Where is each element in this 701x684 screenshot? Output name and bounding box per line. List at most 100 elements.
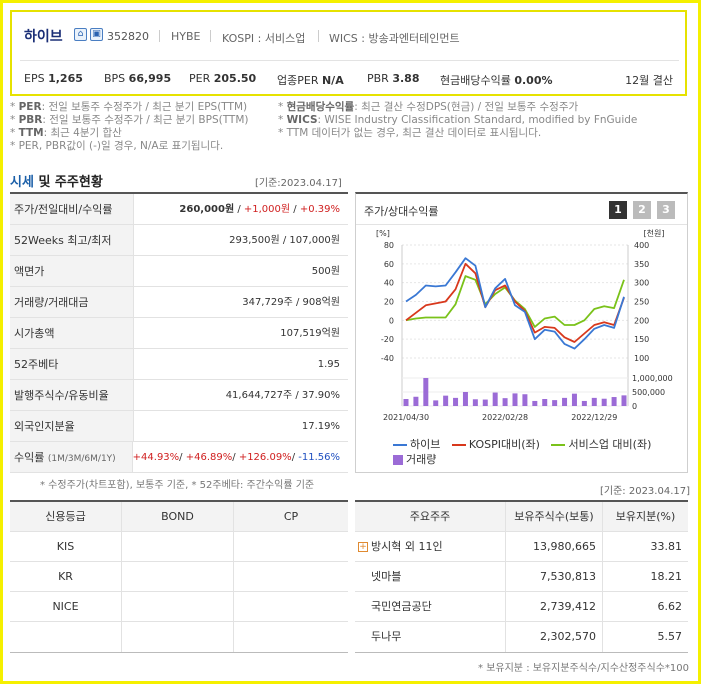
table-row (10, 622, 348, 652)
agency-cell (10, 622, 122, 652)
table-row: 주가/전일대비/수익률 260,000원 / +1,000원 / +0.39% (10, 194, 348, 225)
stock-code: 352820 (107, 30, 149, 43)
divider (318, 30, 319, 42)
print-icon[interactable]: ▣ (90, 28, 103, 41)
volume-bar (611, 397, 617, 406)
volume-bar (472, 399, 478, 406)
metric-dividend-yield: 현금배당수익률 0.00% (440, 74, 553, 87)
cp-cell (234, 622, 348, 652)
row-label: 발행주식수/유동비율 (10, 380, 134, 410)
legend-item[interactable]: 서비스업 대비(좌) (551, 436, 651, 452)
row-label: 거래량/거래대금 (10, 287, 134, 317)
column-header: 신용등급 (10, 502, 122, 531)
metric-pbr: PBR 3.88 (367, 72, 420, 85)
shares-cell: 2,302,570 (506, 622, 603, 652)
volume-bar (581, 400, 587, 406)
agency-cell: NICE (10, 592, 122, 621)
table-header: 주요주주 보유주식수(보통) 보유지분(%) (355, 502, 688, 532)
header-divider (20, 60, 679, 61)
volume-bar (462, 392, 468, 406)
row-label: 시가총액 (10, 318, 134, 348)
pct-cell: 18.21 (650, 570, 683, 583)
metric-industry-per: 업종PER N/A (277, 74, 344, 87)
holder-cell: + 방시혁 외 11인 (355, 532, 506, 561)
x-tick-label: 2021/04/30 (383, 413, 429, 422)
row-value: +44.93%/ +46.89%/ +126.09%/ -11.56% (132, 452, 340, 463)
chart-legend: 거래량 (393, 451, 444, 467)
metric-eps: EPS 1,265 (24, 72, 83, 85)
row-label: 액면가 (10, 256, 134, 286)
volume-bar (453, 397, 459, 406)
cp-cell (234, 592, 348, 621)
right-tick-label: 200 (634, 316, 649, 325)
row-label: 52주베타 (10, 349, 134, 379)
right-tick-label: 150 (634, 335, 649, 344)
company-header: 하이브 ⌂ ▣ 352820 HYBE KOSPI : 서비스업 WICS : … (10, 10, 687, 96)
volume-bar (443, 395, 449, 406)
note-wics: * WICS: WISE Industry Classification Sta… (278, 114, 638, 126)
series-line (405, 262, 625, 343)
chart-tab-1[interactable]: 1 (609, 201, 627, 219)
chart-tab-3[interactable]: 3 (657, 201, 675, 219)
row-value: 41,644,727주 / 37.90% (225, 390, 340, 401)
chart-header-divider (356, 224, 687, 225)
legend-item[interactable]: KOSPI대비(좌) (451, 436, 540, 452)
table-row: 발행주식수/유동비율 41,644,727주 / 37.90% (10, 380, 348, 411)
expand-icon[interactable]: + (358, 542, 368, 552)
chart-legend: 하이브 KOSPI대비(좌) 서비스업 대비(좌) (393, 436, 659, 452)
bond-cell (122, 622, 234, 652)
divider (159, 30, 160, 42)
legend-item[interactable]: 거래량 (393, 451, 436, 467)
table-row: + 방시혁 외 11인 13,980,665 33.81 (355, 532, 688, 562)
x-tick-label: 2022/12/29 (571, 413, 617, 422)
note-ttm-fallback: * TTM 데이터가 없는 경우, 최근 결산 데이터로 표시됩니다. (278, 127, 542, 139)
company-name: 하이브 (24, 29, 63, 45)
volume-bar (423, 378, 429, 406)
table-row: 외국인지분율 17.19% (10, 411, 348, 442)
wics-tag: WICS : 방송과엔터테인먼트 (329, 32, 460, 45)
row-value: 500원 (311, 266, 340, 277)
column-header: CP (234, 502, 348, 531)
volume-bar (433, 400, 439, 406)
right-axis-unit: [천원] (644, 228, 665, 238)
row-label: 52Weeks 최고/최저 (10, 225, 134, 255)
volume-bar (621, 395, 627, 406)
left-tick-label: -40 (381, 354, 394, 363)
right-tick-label: 400 (634, 241, 649, 250)
row-value: 17.19% (301, 421, 340, 432)
home-icon[interactable]: ⌂ (74, 28, 87, 41)
price-chart: [%] [천원] 80 400 60 350 40 300 20 250 0 200 -20 150 -40… (376, 228, 673, 422)
holder-cell: 넷마블 (355, 562, 506, 591)
row-value: 1.95 (317, 359, 340, 370)
volume-tick-label: 500,000 (632, 388, 665, 397)
right-tick-label: 100 (634, 354, 649, 363)
table-row: 국민연금공단 2,739,412 6.62 (355, 592, 688, 622)
chart-panel: 주가/상대수익률 1 2 3 [%] [천원] 80 400 60 350 40 300 20 2… (355, 192, 688, 473)
bond-cell (122, 532, 234, 561)
cp-cell (234, 532, 348, 561)
column-header: 주요주주 (355, 502, 506, 531)
company-eng-name: HYBE (171, 30, 201, 43)
table-row: 시가총액 107,519억원 (10, 318, 348, 349)
volume-bar (571, 393, 577, 406)
column-header: 보유지분(%) (603, 502, 688, 531)
row-value: 347,729주 / 908억원 (242, 297, 340, 308)
holder-cell: 국민연금공단 (355, 592, 506, 621)
metric-bps: BPS 66,995 (104, 72, 172, 85)
table-row: 액면가 500원 (10, 256, 348, 287)
legend-item[interactable]: 하이브 (393, 436, 440, 452)
volume-bar (591, 397, 597, 406)
table-row: 두나무 2,302,570 5.57 (355, 622, 688, 652)
table-row: 수익률 (1M/3M/6M/1Y) +44.93%/ +46.89%/ +126… (10, 442, 348, 473)
x-tick-label: 2022/02/28 (482, 413, 528, 422)
chart-tab-2[interactable]: 2 (633, 201, 651, 219)
column-header: BOND (122, 502, 234, 531)
note-dividend: * 현금배당수익률: 최근 결산 수정DPS(현금) / 전일 보통주 수정주가 (278, 101, 579, 113)
table-row: KR (10, 562, 348, 592)
right-tick-label: 350 (634, 260, 649, 269)
holder-cell: 두나무 (355, 622, 506, 652)
section-date: [기준:2023.04.17] (255, 178, 342, 189)
price-table-note: * 수정주가(차트포함), 보통주 기준, * 52주베타: 주간수익률 기준 (40, 480, 315, 491)
agency-cell: KR (10, 562, 122, 591)
shares-cell: 13,980,665 (506, 532, 603, 561)
